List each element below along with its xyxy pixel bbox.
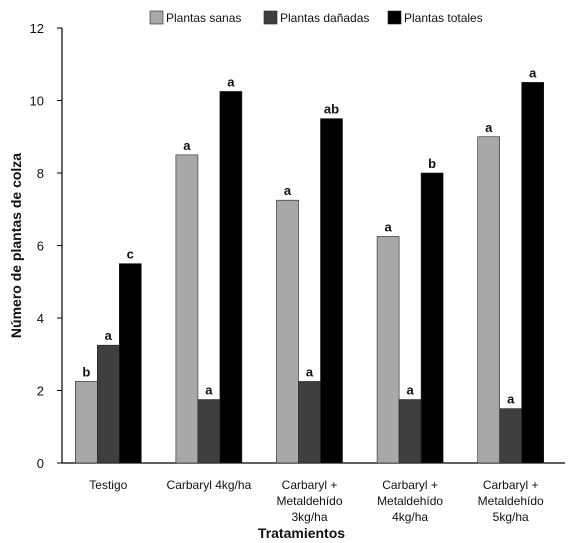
x-tick-label: Metaldehído — [377, 494, 443, 508]
bar — [197, 399, 221, 464]
bar — [499, 408, 523, 464]
data-label: a — [284, 183, 292, 198]
x-tick-label: Carbaryl 4kg/ha — [167, 478, 252, 492]
data-label: a — [306, 364, 314, 379]
y-tick-label: 2 — [37, 384, 44, 399]
bar — [219, 91, 243, 464]
data-label: a — [507, 392, 515, 407]
x-tick-label: Carbaryl + — [382, 478, 438, 492]
x-axis-title: Tratamientos — [258, 525, 345, 541]
legend: Plantas sanas Plantas dañadas Plantas tota… — [149, 10, 483, 25]
bar — [477, 136, 501, 464]
x-tick-label: 4kg/ha — [392, 510, 428, 524]
y-axis-title: Número de plantas de colza — [8, 153, 24, 338]
legend-label: Plantas sanas — [166, 11, 241, 25]
x-tick-label: Carbaryl + — [282, 478, 338, 492]
bar — [298, 381, 321, 464]
y-tick-label: 10 — [30, 94, 44, 109]
bar — [97, 344, 120, 464]
bar — [175, 154, 199, 464]
x-tick-label: 3kg/ha — [291, 510, 327, 524]
legend-label: Plantas dañadas — [280, 11, 369, 25]
legend-label: Plantas totales — [404, 11, 483, 25]
legend-swatch — [387, 10, 402, 25]
data-label: a — [384, 219, 392, 234]
x-tick-label: Metaldehído — [478, 494, 544, 508]
y-tick-label: 6 — [37, 239, 44, 254]
data-label: a — [205, 383, 213, 398]
bar — [521, 82, 545, 464]
bar — [320, 118, 343, 464]
data-label: a — [183, 138, 191, 153]
data-label: a — [227, 74, 235, 89]
y-tick-label: 8 — [37, 166, 44, 181]
bar — [420, 172, 444, 464]
data-label: a — [485, 120, 493, 135]
bar — [276, 199, 299, 464]
data-label: b — [428, 156, 436, 171]
bar — [376, 236, 400, 464]
y-tick-label: 4 — [37, 311, 44, 326]
data-label: a — [529, 65, 537, 80]
data-label: a — [406, 383, 414, 398]
bar — [119, 263, 142, 464]
legend-swatch — [263, 10, 278, 25]
bar — [398, 399, 422, 464]
y-tick-label: 12 — [30, 21, 44, 36]
x-tick-label: Carbaryl + — [483, 478, 539, 492]
x-tick-label: Metaldehído — [276, 494, 342, 508]
x-tick-label: 5kg/ha — [493, 510, 529, 524]
legend-swatch — [149, 10, 164, 25]
x-tick-label: Testigo — [89, 478, 127, 492]
bar — [75, 381, 98, 464]
y-tick-label: 0 — [37, 456, 44, 471]
plot-area: 0 2 4 6 8 10 12 b a c Testigo a a a Carbaryl 4kg/ha a a a… — [30, 21, 565, 524]
data-label: b — [82, 364, 90, 379]
data-label: c — [127, 247, 134, 262]
data-label: a — [105, 328, 113, 343]
data-label: ab — [324, 102, 339, 117]
